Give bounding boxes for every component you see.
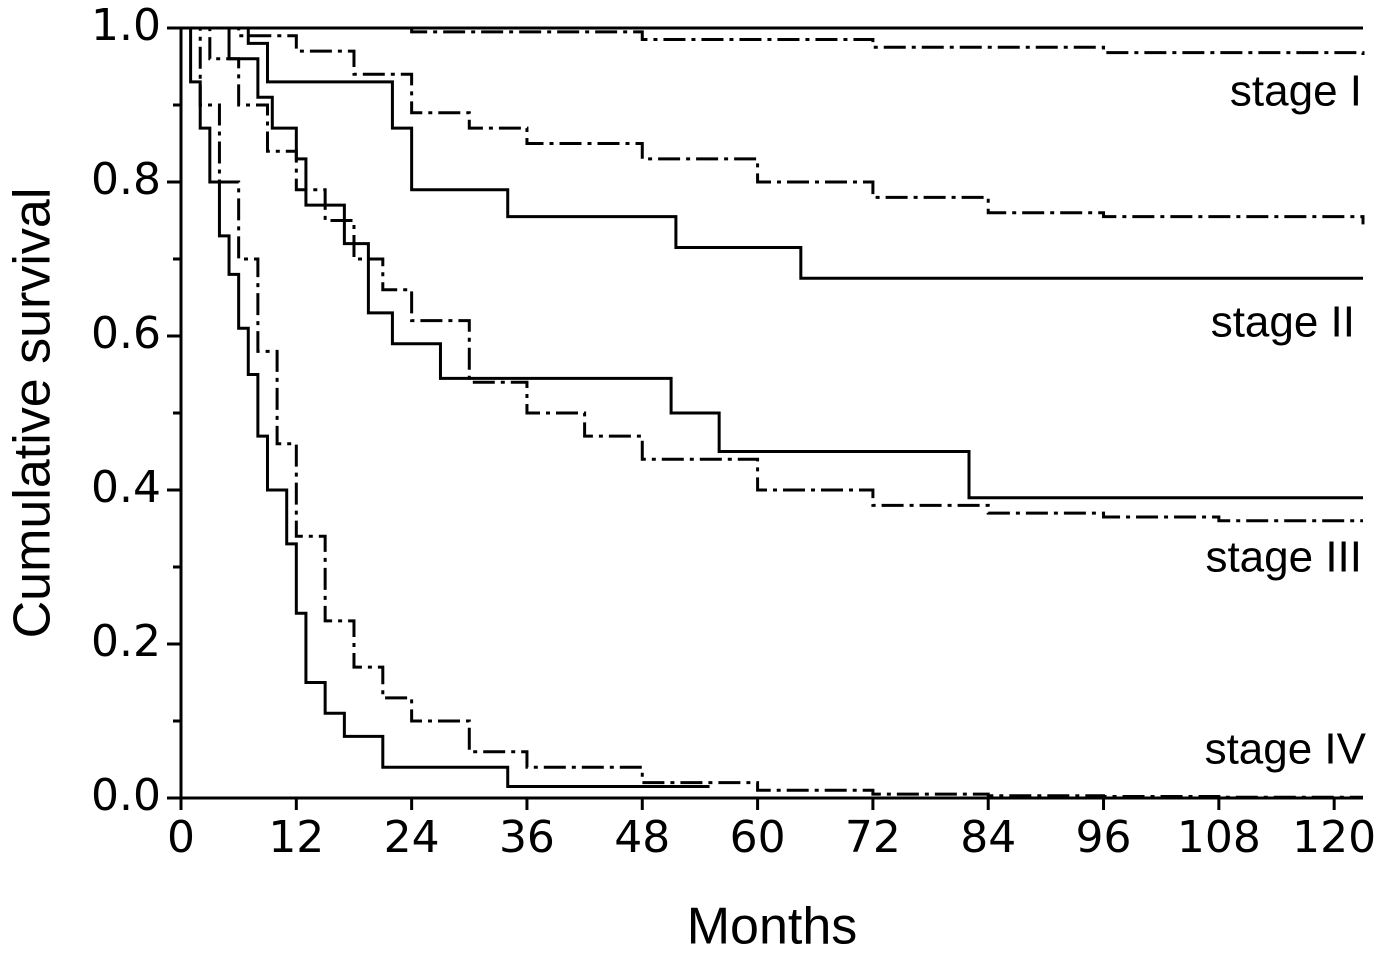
x-tick-label: 60	[730, 812, 786, 863]
x-tick-label: 24	[384, 812, 440, 863]
survival-curve	[181, 26, 1365, 55]
x-tick-label: 120	[1292, 812, 1376, 863]
x-tick-label: 84	[960, 812, 1016, 863]
y-tick-label: 0.6	[91, 308, 161, 359]
stage-label: stage IV	[1205, 725, 1367, 774]
y-tick-label: 1.0	[91, 0, 161, 51]
x-tick-label: 48	[614, 812, 670, 863]
x-tick-label: 72	[845, 812, 901, 863]
x-tick-label: 108	[1177, 812, 1261, 863]
x-tick-label: 0	[167, 812, 195, 863]
survival-curve	[181, 26, 1365, 225]
y-axis-title: Cumulative survival	[4, 188, 62, 639]
survival-curve	[181, 26, 1363, 799]
survival-curve	[181, 26, 1363, 280]
x-axis-title: Months	[687, 898, 858, 956]
y-tick-label: 0.8	[91, 154, 161, 205]
survival-curve	[181, 26, 710, 788]
survival-curve	[181, 26, 1363, 523]
x-tick-label: 36	[499, 812, 555, 863]
y-tick-label: 0.2	[91, 616, 161, 667]
y-tick-label: 0.0	[91, 770, 161, 821]
y-tick-label: 0.4	[91, 462, 161, 513]
survival-curve	[181, 26, 1363, 500]
stage-label: stage II	[1211, 298, 1355, 347]
x-tick-label: 96	[1076, 812, 1132, 863]
stage-label: stage III	[1205, 533, 1362, 582]
x-tick-label: 12	[268, 812, 324, 863]
stage-label: stage I	[1230, 67, 1362, 116]
